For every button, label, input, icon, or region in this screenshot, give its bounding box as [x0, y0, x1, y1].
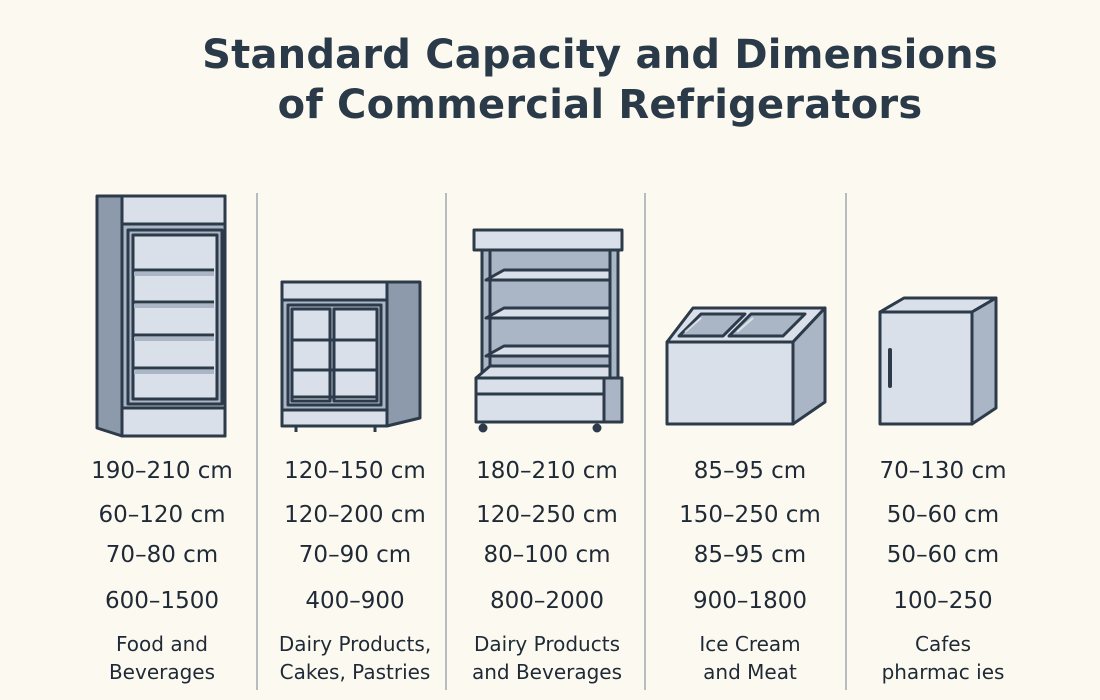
depth-range: 80–100 cm	[483, 542, 611, 568]
depth-range: 85–95 cm	[693, 542, 807, 568]
capacity-range: 600–1500	[105, 588, 219, 614]
width-range: 50–60 cm	[886, 502, 1000, 528]
capacity-range: 400–900	[305, 588, 405, 614]
width-range: 120–250 cm	[476, 502, 618, 528]
typical-use-line-1: Dairy Products,	[278, 632, 432, 656]
column-divider	[256, 193, 258, 690]
height-range: 85–95 cm	[693, 458, 807, 484]
open-multideck-chiller-icon	[472, 228, 624, 433]
typical-use-line-1: Cafes	[915, 632, 971, 656]
depth-range: 70–90 cm	[298, 542, 412, 568]
typical-use-line-2: and Meat	[703, 660, 797, 684]
typical-use-line-1: Ice Cream	[699, 632, 801, 656]
page-title: Standard Capacity and Dimensions of Comm…	[150, 30, 1050, 130]
typical-use-line-2: Cakes, Pastries	[279, 660, 431, 684]
typical-use: Dairy Products and Beverages	[452, 630, 642, 686]
typical-use: Dairy Products, Cakes, Pastries	[260, 630, 450, 686]
typical-use-line-1: Dairy Products	[474, 632, 620, 656]
width-range: 120–200 cm	[284, 502, 426, 528]
title-line-1: Standard Capacity and Dimensions	[202, 32, 998, 78]
column-divider	[445, 193, 447, 690]
typical-use-line-1: Food and	[116, 632, 208, 656]
typical-use-line-2: Beverages	[108, 660, 216, 684]
column-divider	[644, 193, 646, 690]
capacity-range: 900–1800	[693, 588, 807, 614]
chest-freezer-icon	[665, 306, 827, 426]
typical-use: Food and Beverages	[67, 630, 257, 686]
capacity-range: 800–2000	[490, 588, 604, 614]
depth-range: 50–60 cm	[886, 542, 1000, 568]
upright-glass-door-refrigerator-icon	[95, 194, 227, 438]
height-range: 180–210 cm	[476, 458, 618, 484]
typical-use: Ice Cream and Meat	[655, 630, 845, 686]
height-range: 70–130 cm	[879, 458, 1007, 484]
typical-use-line-2: and Beverages	[471, 660, 623, 684]
column-divider	[845, 193, 847, 690]
width-range: 60–120 cm	[98, 502, 226, 528]
counter-display-refrigerator-icon	[280, 280, 422, 432]
height-range: 120–150 cm	[284, 458, 426, 484]
height-range: 190–210 cm	[91, 458, 233, 484]
depth-range: 70–80 cm	[105, 542, 219, 568]
title-line-2: of Commercial Refrigerators	[277, 82, 923, 128]
typical-use-line-2: pharmac ies	[881, 660, 1005, 684]
mini-refrigerator-icon	[878, 296, 998, 426]
typical-use: Cafes pharmac ies	[848, 630, 1038, 686]
capacity-range: 100–250	[893, 588, 993, 614]
width-range: 150–250 cm	[679, 502, 821, 528]
